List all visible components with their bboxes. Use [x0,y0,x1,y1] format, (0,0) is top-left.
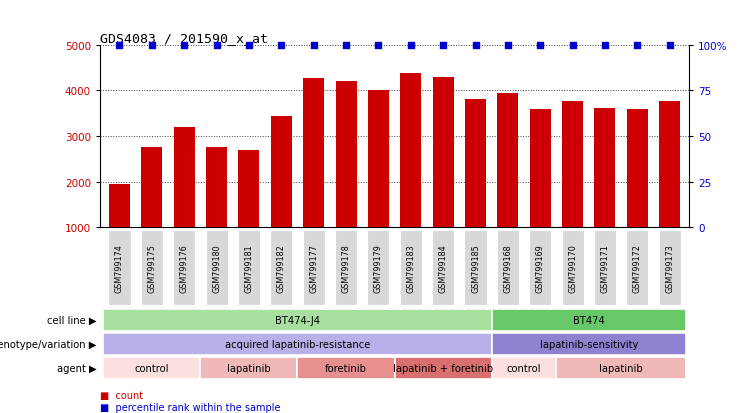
Text: ■  count: ■ count [100,390,143,400]
Bar [368,231,390,305]
Point [179,43,190,49]
Text: GSM799182: GSM799182 [277,244,286,292]
Point [340,43,352,49]
Point [308,43,319,49]
Text: GSM799177: GSM799177 [309,243,318,292]
Text: GSM799171: GSM799171 [600,244,610,292]
Bar [556,357,686,379]
Bar [103,309,492,331]
Bar [626,231,648,305]
Bar [205,231,227,305]
Bar [562,231,584,305]
Point [243,43,255,49]
Bar [496,231,519,305]
Bar [270,116,292,273]
Bar [627,109,648,273]
Point [502,43,514,49]
Bar [594,231,616,305]
Point [405,43,416,49]
Bar [173,128,195,273]
Bar [335,231,357,305]
Text: GSM799172: GSM799172 [633,243,642,292]
Text: GSM799185: GSM799185 [471,244,480,292]
Point [276,43,288,49]
Bar [238,231,260,305]
Point [210,43,222,49]
Bar [173,231,195,305]
Bar [270,231,293,305]
Bar [529,231,551,305]
Text: GSM799180: GSM799180 [212,244,221,292]
Bar [141,231,163,305]
Point [146,43,158,49]
Text: control: control [507,363,542,373]
Text: agent ▶: agent ▶ [56,363,96,373]
Bar [303,78,324,273]
Point [437,43,449,49]
Bar [594,109,616,273]
Text: GSM799184: GSM799184 [439,244,448,292]
Text: GSM799178: GSM799178 [342,244,350,292]
Point [113,43,125,49]
Text: BT474: BT474 [573,315,605,325]
Text: acquired lapatinib-resistance: acquired lapatinib-resistance [225,339,370,349]
Text: ■  percentile rank within the sample: ■ percentile rank within the sample [100,402,281,412]
Point [534,43,546,49]
Bar [659,231,681,305]
Bar [465,100,486,273]
Bar [659,101,680,273]
Bar [108,231,130,305]
Bar [297,357,394,379]
Bar [530,109,551,273]
Text: GSM799170: GSM799170 [568,244,577,292]
Point [664,43,676,49]
Text: GSM799181: GSM799181 [245,244,253,292]
Text: lapatinib-sensitivity: lapatinib-sensitivity [539,339,638,349]
Text: GSM799179: GSM799179 [374,243,383,292]
Text: GSM799183: GSM799183 [406,244,415,292]
Bar [497,94,519,273]
Bar [142,148,162,273]
Bar [492,333,686,355]
Bar [200,357,297,379]
Bar [206,148,227,273]
Text: GSM799175: GSM799175 [147,243,156,292]
Text: lapatinib: lapatinib [599,363,643,373]
Bar [302,231,325,305]
Text: GSM799174: GSM799174 [115,244,124,292]
Bar [336,82,356,273]
Bar [562,101,583,273]
Bar [368,91,389,273]
Point [373,43,385,49]
Point [470,43,482,49]
Bar [109,184,130,273]
Bar [239,150,259,273]
Text: genotype/variation ▶: genotype/variation ▶ [0,339,96,349]
Text: control: control [135,363,169,373]
Text: GSM799173: GSM799173 [665,244,674,292]
Bar [399,231,422,305]
Text: cell line ▶: cell line ▶ [47,315,96,325]
Text: BT474-J4: BT474-J4 [275,315,320,325]
Bar [432,231,454,305]
Bar [492,357,556,379]
Text: GSM799176: GSM799176 [179,244,189,292]
Text: GDS4083 / 201590_x_at: GDS4083 / 201590_x_at [100,32,268,45]
Text: lapatinib + foretinib: lapatinib + foretinib [393,363,494,373]
Text: GSM799168: GSM799168 [503,244,512,292]
Bar [492,309,686,331]
Bar [394,357,492,379]
Bar [433,78,453,273]
Text: GSM799169: GSM799169 [536,244,545,292]
Bar [103,357,200,379]
Bar [465,231,487,305]
Point [567,43,579,49]
Point [631,43,643,49]
Bar [103,333,492,355]
Bar [400,74,422,273]
Text: foretinib: foretinib [325,363,367,373]
Text: lapatinib: lapatinib [227,363,270,373]
Point [599,43,611,49]
